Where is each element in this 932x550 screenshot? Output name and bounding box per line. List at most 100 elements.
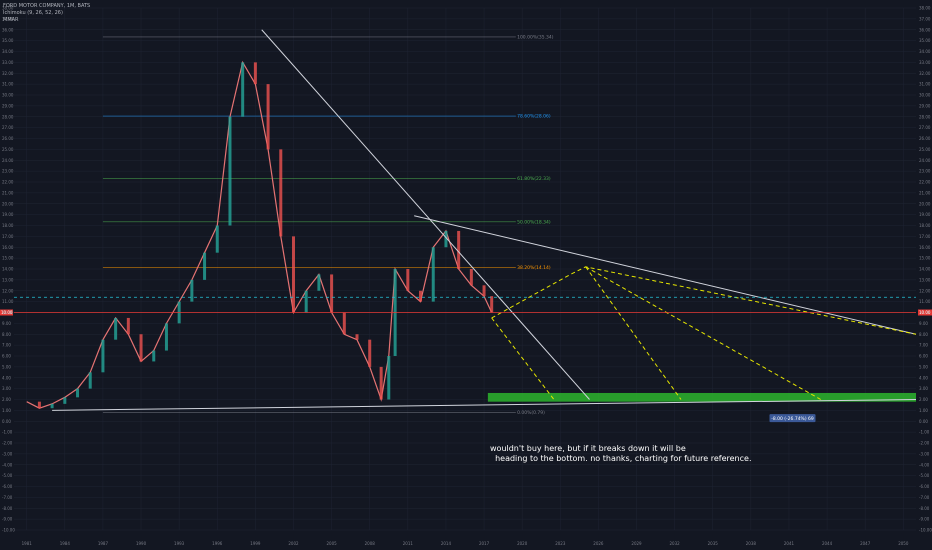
projection-line <box>585 266 821 400</box>
price-candle <box>101 339 105 373</box>
y-tick-right: 5.00 <box>919 364 928 369</box>
y-tick-right: 4.00 <box>919 375 928 380</box>
current-price-badge-right <box>918 309 932 316</box>
y-tick-right: 34.00 <box>919 49 931 54</box>
y-tick-right: -1.00 <box>919 430 930 435</box>
x-tick: 1993 <box>174 541 185 546</box>
y-tick-left: 22.00 <box>2 180 14 185</box>
y-tick-right: -2.00 <box>919 441 930 446</box>
y-tick-left: -6.00 <box>2 484 13 489</box>
x-tick: 2026 <box>593 541 604 546</box>
y-tick-left: 0.00 <box>2 419 11 424</box>
price-candle <box>444 230 448 248</box>
price-candle <box>317 274 321 291</box>
annotation-text: wouldn't buy here, but if it breaks down… <box>490 444 752 463</box>
x-tick: 1990 <box>136 541 147 546</box>
y-tick-left: 21.00 <box>2 190 14 195</box>
y-tick-right: -3.00 <box>919 451 930 456</box>
y-tick-left: 24.00 <box>2 158 14 163</box>
price-candle <box>88 372 92 389</box>
y-tick-right: 21.00 <box>919 190 931 195</box>
y-tick-right: 2.00 <box>919 397 928 402</box>
y-tick-right: 3.00 <box>919 386 928 391</box>
fib-label: 38.20%(14.14) <box>517 265 551 271</box>
projections <box>491 266 917 400</box>
price-candle <box>139 334 143 362</box>
y-tick-left: 18.00 <box>2 223 14 228</box>
y-tick-right: 30.00 <box>919 93 931 98</box>
y-tick-right: 23.00 <box>919 169 931 174</box>
price-candle <box>37 401 41 409</box>
price-candle <box>279 149 283 237</box>
price-candle <box>457 230 461 269</box>
chart-labels: 100.00%(35.34) 78.60%(28.06) 61.80%(22.33)… <box>1 34 931 423</box>
y-tick-right: 33.00 <box>919 60 931 65</box>
y-tick-left: 3.00 <box>2 386 11 391</box>
y-tick-left: -2.00 <box>2 441 13 446</box>
price-candle <box>114 317 118 340</box>
y-tick-left: 34.00 <box>2 49 14 54</box>
price-candle <box>203 252 207 280</box>
y-tick-left: 31.00 <box>2 82 14 87</box>
y-tick-right: 16.00 <box>919 245 931 250</box>
y-tick-right: -10.00 <box>919 528 932 533</box>
price-candle <box>355 334 359 340</box>
y-tick-right: 7.00 <box>919 343 928 348</box>
current-price-label-right: 10.00 <box>919 310 931 315</box>
y-tick-right: 38.00 <box>919 6 931 11</box>
y-tick-left: 14.00 <box>2 267 14 272</box>
price-candle <box>228 116 232 226</box>
price-candle <box>419 290 423 302</box>
y-tick-left: -7.00 <box>2 495 13 500</box>
trendlines <box>52 29 917 411</box>
x-tick: 2014 <box>441 541 452 546</box>
x-tick: 2041 <box>784 541 795 546</box>
y-tick-right: 22.00 <box>919 180 931 185</box>
price-candle <box>431 247 435 302</box>
y-tick-left: 8.00 <box>2 332 11 337</box>
y-tick-right: 10.00 <box>919 310 931 315</box>
support-zone-rect <box>487 392 916 402</box>
price-candle <box>266 84 270 150</box>
y-tick-right: 35.00 <box>919 38 931 43</box>
y-tick-left: 9.00 <box>2 321 11 326</box>
y-tick-left: 5.00 <box>2 364 11 369</box>
trendline <box>261 29 590 400</box>
x-tick: 2032 <box>670 541 681 546</box>
y-tick-left: -4.00 <box>2 462 13 467</box>
y-tick-left: 30.00 <box>2 93 14 98</box>
price-candle <box>241 62 245 117</box>
y-tick-right: 20.00 <box>919 201 931 206</box>
x-tick: 2023 <box>555 541 566 546</box>
y-tick-left: 20.00 <box>2 201 14 206</box>
y-tick-right: 14.00 <box>919 267 931 272</box>
x-tick: 2011 <box>403 541 414 546</box>
price-candle <box>330 274 334 313</box>
price-candle <box>368 339 372 367</box>
price-candle <box>469 269 473 286</box>
y-tick-right: 18.00 <box>919 223 931 228</box>
y-tick-left: -8.00 <box>2 506 13 511</box>
x-tick: 2029 <box>631 541 642 546</box>
y-tick-left: 29.00 <box>2 103 14 108</box>
price-range-label: -8.00 (-26.74%) 69 <box>771 416 814 422</box>
x-tick: 2038 <box>746 541 757 546</box>
y-tick-left: 17.00 <box>2 234 14 239</box>
y-tick-right: 27.00 <box>919 125 931 130</box>
price-candle <box>304 290 308 313</box>
y-tick-right: 8.00 <box>919 332 928 337</box>
y-tick-right: -5.00 <box>919 473 930 478</box>
x-tick: 2017 <box>479 541 490 546</box>
y-tick-left: 19.00 <box>2 212 14 217</box>
y-tick-right: 19.00 <box>919 212 931 217</box>
y-tick-right: 0.00 <box>919 419 928 424</box>
legend-ichimoku: Ichimoku (9, 26, 52, 26) <box>3 10 63 16</box>
y-tick-left: 4.00 <box>2 375 11 380</box>
y-tick-right: 36.00 <box>919 27 931 32</box>
grid <box>14 7 916 531</box>
price-candle <box>387 356 391 400</box>
y-tick-left: 2.00 <box>2 397 11 402</box>
y-tick-right: 29.00 <box>919 103 931 108</box>
current-price-label-left: 10.00 <box>1 310 13 315</box>
